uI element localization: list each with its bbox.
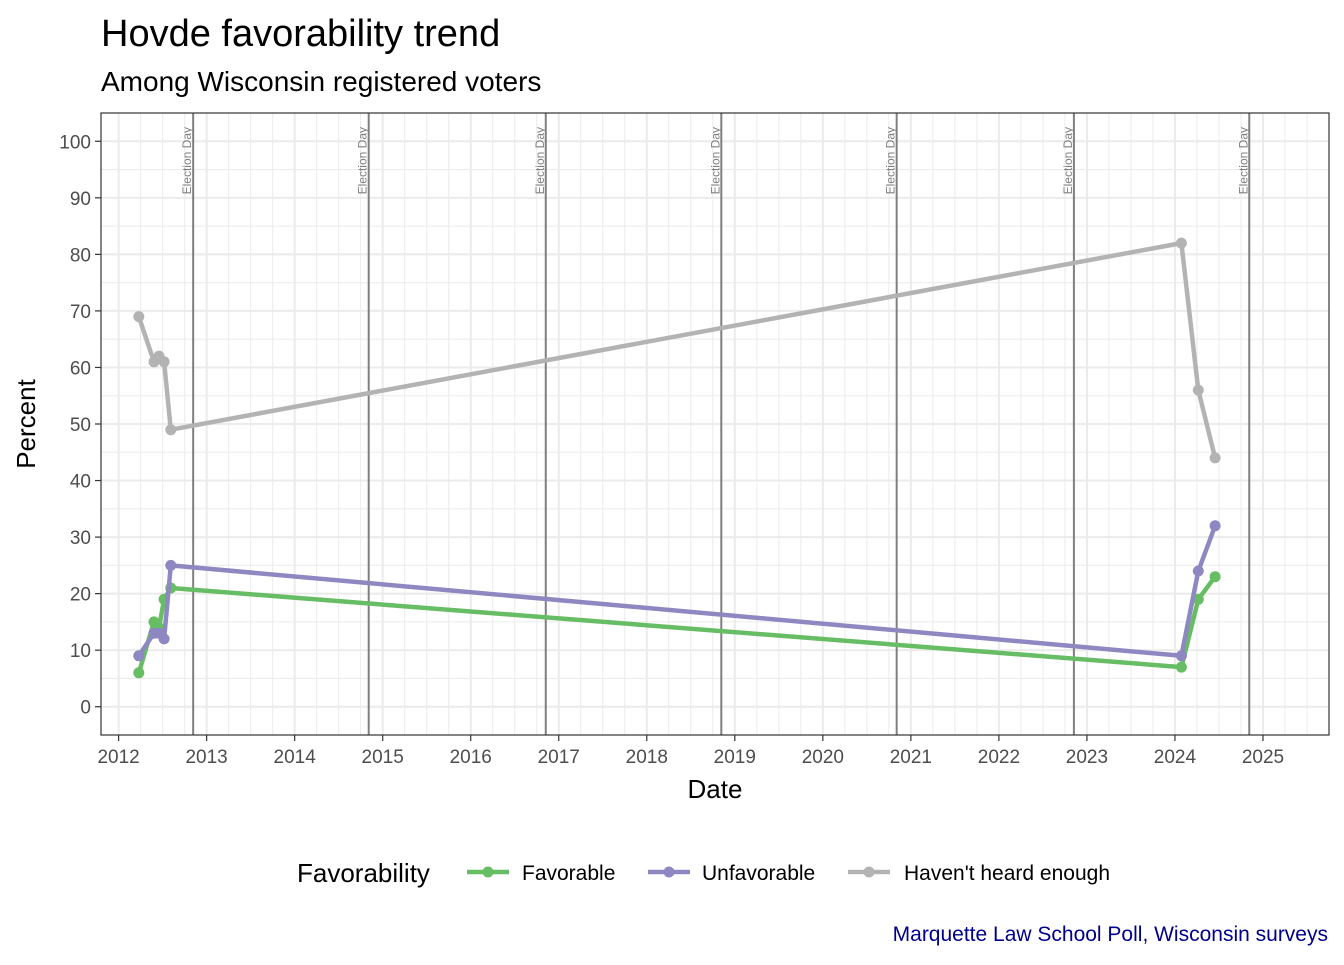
x-tick-label: 2016 <box>450 747 492 768</box>
x-tick-label: 2015 <box>362 747 404 768</box>
data-point <box>165 424 177 436</box>
x-tick-label: 2014 <box>274 747 317 768</box>
data-point <box>1209 571 1221 583</box>
data-point <box>1175 237 1187 249</box>
y-tick-label: 10 <box>70 641 91 662</box>
data-point <box>165 559 177 571</box>
legend-key-point <box>663 866 675 878</box>
election-day-label: Election Day <box>1061 127 1075 194</box>
chart-caption: Marquette Law School Poll, Wisconsin sur… <box>893 923 1328 946</box>
legend-label: Unfavorable <box>702 862 815 885</box>
election-day-label: Election Day <box>180 127 194 194</box>
y-tick-label: 50 <box>70 415 91 436</box>
data-point <box>133 667 145 679</box>
chart-subtitle: Among Wisconsin registered voters <box>101 66 541 97</box>
x-tick-label: 2022 <box>978 747 1020 768</box>
plot-area: Election Day Election Day Election Day Elec… <box>59 112 1330 768</box>
data-point <box>133 650 145 662</box>
y-tick-label: 30 <box>70 528 91 549</box>
y-tick-label: 80 <box>70 245 91 266</box>
data-point <box>133 311 145 323</box>
data-point <box>1192 593 1204 605</box>
election-day-label: Election Day <box>884 127 898 194</box>
y-tick-label: 40 <box>70 472 91 493</box>
y-tick-label: 90 <box>70 189 91 210</box>
x-tick-label: 2025 <box>1242 747 1284 768</box>
election-day-label: Election Day <box>708 127 722 194</box>
x-tick-label: 2013 <box>185 747 227 768</box>
x-tick-label: 2018 <box>626 747 668 768</box>
x-tick-label: 2020 <box>802 747 844 768</box>
legend-key-point <box>863 866 875 878</box>
election-day-label: Election Day <box>533 127 547 194</box>
x-tick-label: 2023 <box>1066 747 1108 768</box>
chart-title: Hovde favorability trend <box>101 13 500 55</box>
data-point <box>1175 661 1187 673</box>
data-point <box>1175 650 1187 662</box>
data-point <box>1192 565 1204 577</box>
y-tick-label: 70 <box>70 302 91 323</box>
data-point <box>1209 520 1221 532</box>
y-axis-title: Percent <box>11 378 41 468</box>
legend-label: Favorable <box>522 862 615 885</box>
data-point <box>1209 452 1221 464</box>
x-axis-title: Date <box>688 774 743 804</box>
x-tick-label: 2021 <box>890 747 932 768</box>
data-point <box>1192 384 1204 396</box>
data-point <box>158 633 170 645</box>
x-tick-label: 2017 <box>538 747 580 768</box>
y-tick-label: 60 <box>70 358 91 379</box>
y-tick-label: 0 <box>80 698 91 719</box>
x-tick-label: 2024 <box>1154 747 1197 768</box>
data-point <box>158 356 170 368</box>
legend-label: Haven't heard enough <box>904 862 1110 885</box>
y-tick-label: 20 <box>70 585 91 606</box>
y-tick-label: 100 <box>59 132 91 153</box>
legend: Favorability Favorable Unfavorable Haven't… <box>297 858 1110 888</box>
x-tick-label: 2012 <box>97 747 139 768</box>
election-day-label: Election Day <box>356 127 370 194</box>
election-day-label: Election Day <box>1236 127 1250 194</box>
legend-key-point <box>482 866 494 878</box>
x-tick-label: 2019 <box>714 747 756 768</box>
legend-title: Favorability <box>297 858 430 888</box>
